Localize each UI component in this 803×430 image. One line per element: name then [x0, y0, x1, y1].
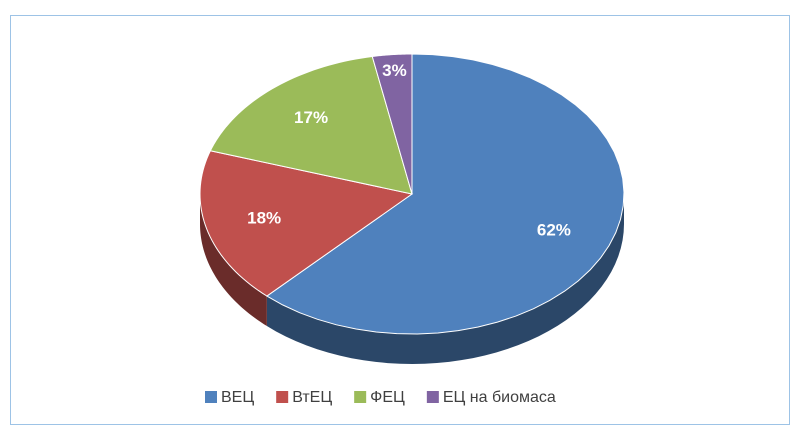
data-label: 17% [294, 108, 328, 127]
pie-slice-side [266, 194, 624, 364]
legend-swatch [276, 391, 289, 403]
pie-slice [371, 53, 413, 195]
pie-slice [209, 55, 413, 195]
pie-slice [199, 150, 414, 297]
data-label: 62% [537, 221, 571, 240]
legend-label: ЕЦ на биомаса [443, 389, 556, 406]
legend-swatch [205, 391, 217, 403]
legend-label: ФЕЦ [370, 389, 405, 406]
legend-label: ВтЕЦ [292, 389, 332, 406]
legend-swatch [426, 391, 439, 403]
legend-swatch [354, 391, 367, 403]
data-label: 18% [247, 209, 281, 228]
data-label: 3% [382, 61, 407, 80]
pie-slice-side [200, 194, 267, 327]
pie-slice [265, 53, 625, 335]
legend-label: ВЕЦ [221, 389, 254, 406]
